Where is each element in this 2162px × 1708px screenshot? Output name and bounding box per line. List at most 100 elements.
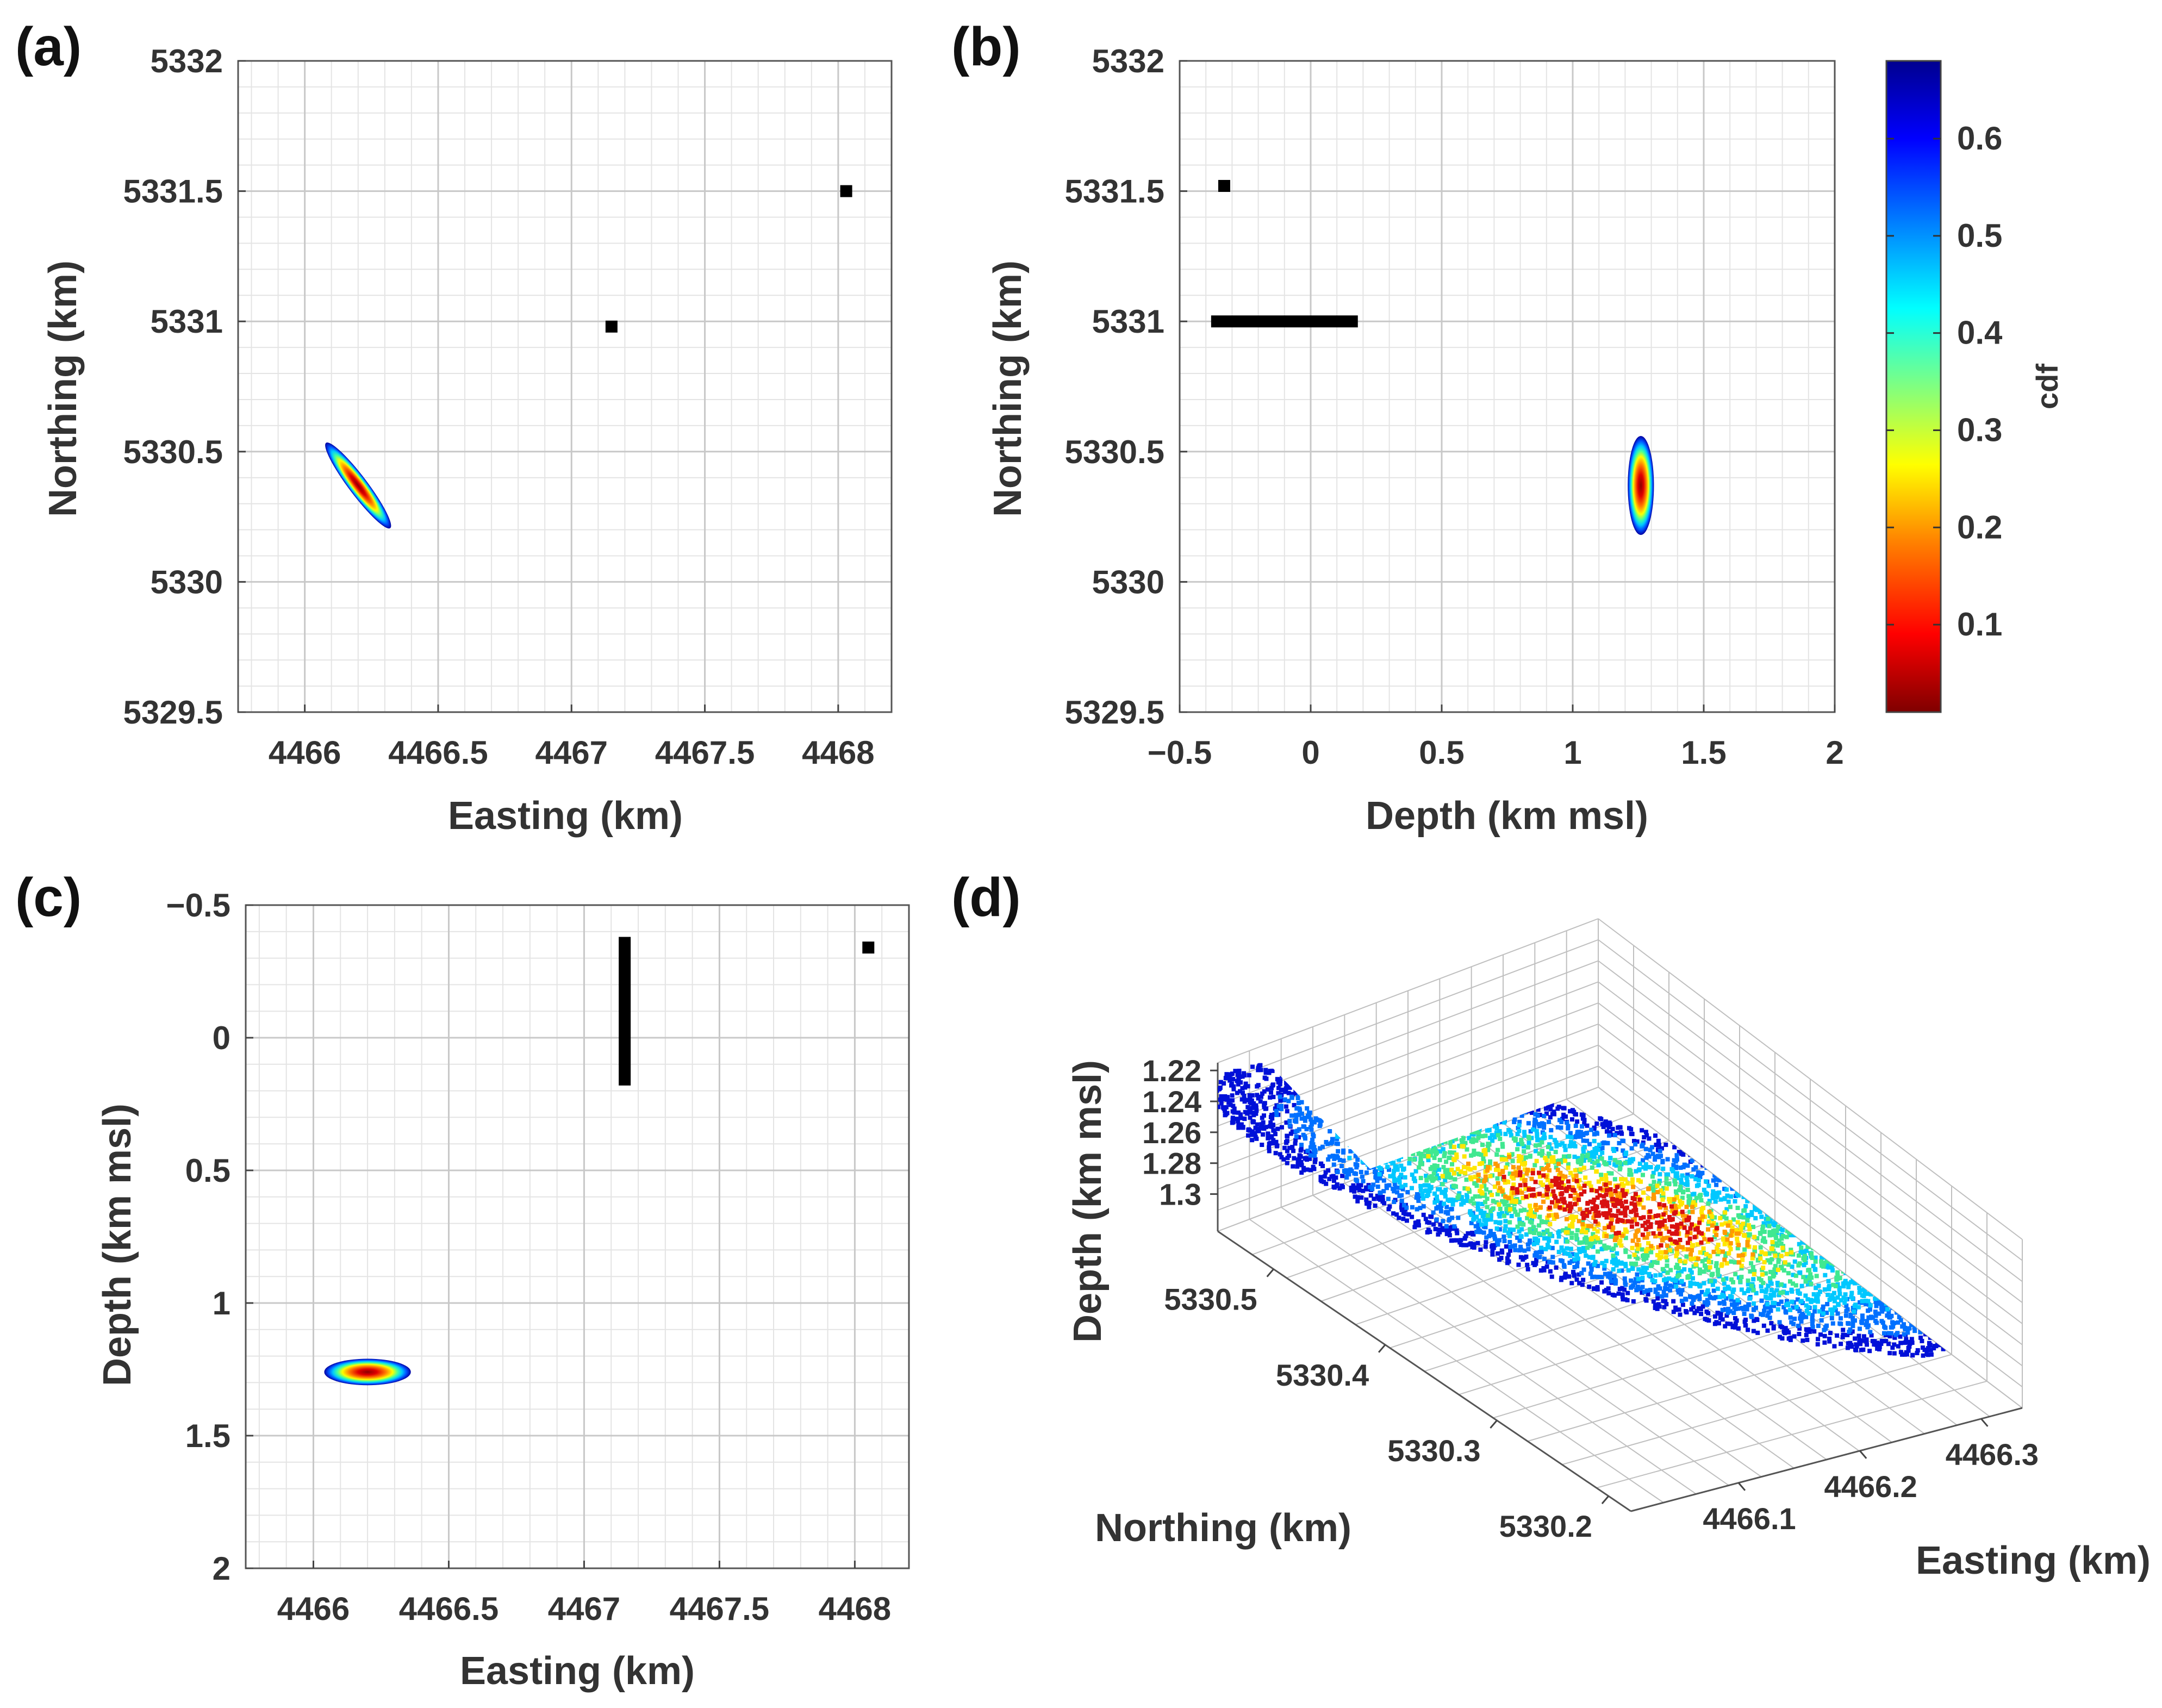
scatter-point xyxy=(1758,1231,1762,1236)
scatter-point xyxy=(1788,1336,1793,1341)
scatter-point xyxy=(1293,1113,1298,1118)
scatter-point xyxy=(1480,1134,1485,1139)
scatter-point xyxy=(1485,1213,1490,1218)
scatter-point xyxy=(1742,1247,1747,1252)
scatter-point xyxy=(1421,1196,1426,1201)
scatter-point xyxy=(1574,1252,1579,1257)
scatter-point xyxy=(1301,1132,1306,1137)
scatter-point xyxy=(1459,1169,1463,1174)
scatter-point xyxy=(1681,1164,1686,1169)
scatter-point xyxy=(1748,1269,1753,1274)
scatter-point xyxy=(1803,1293,1808,1298)
scatter-point xyxy=(1230,1071,1235,1076)
scatter-point xyxy=(1510,1174,1515,1179)
scatter-point xyxy=(1606,1286,1611,1291)
scatter-point xyxy=(1364,1197,1369,1202)
scatter-point xyxy=(1477,1194,1482,1199)
scatter-point xyxy=(1795,1297,1800,1302)
scatter-point xyxy=(1440,1174,1445,1179)
scatter-point xyxy=(1519,1248,1524,1252)
scatter-point xyxy=(1804,1275,1809,1280)
scatter-point xyxy=(1565,1246,1569,1251)
scatter-point xyxy=(1344,1175,1349,1180)
scatter-point xyxy=(1412,1157,1417,1162)
scatter-point xyxy=(1672,1145,1677,1150)
scatter-point xyxy=(1496,1133,1500,1138)
scatter-point xyxy=(1646,1152,1650,1157)
scatter-point xyxy=(1235,1079,1239,1083)
scatter-point xyxy=(1638,1179,1643,1184)
scatter-point xyxy=(1228,1076,1232,1081)
scatter-point xyxy=(1688,1280,1693,1285)
scatter-point xyxy=(1585,1154,1590,1158)
scatter-point xyxy=(1832,1344,1837,1349)
scatter-point xyxy=(1652,1189,1656,1194)
scatter-point xyxy=(1395,1167,1400,1172)
scatter-point xyxy=(1711,1178,1716,1183)
scatter-point xyxy=(1375,1179,1380,1183)
scatter-point xyxy=(1703,1292,1708,1297)
scatter-point xyxy=(1438,1200,1443,1205)
scatter-point xyxy=(1782,1283,1787,1288)
scatter-point xyxy=(1441,1147,1446,1152)
wall-grid-line xyxy=(1598,1002,2023,1324)
scatter-point xyxy=(1635,1285,1640,1289)
scatter-point xyxy=(1579,1162,1584,1167)
scatter-point xyxy=(1797,1331,1802,1336)
scatter-point xyxy=(1632,1252,1637,1257)
scatter-point xyxy=(1685,1173,1690,1177)
scatter-point xyxy=(1378,1190,1382,1195)
scatter-point xyxy=(1716,1267,1721,1272)
scatter-point xyxy=(1753,1245,1758,1250)
scatter-point xyxy=(1861,1347,1866,1352)
scatter-point xyxy=(1676,1290,1681,1295)
scatter-point xyxy=(1278,1079,1283,1083)
scatter-point xyxy=(1537,1151,1542,1156)
scatter-point xyxy=(1461,1200,1466,1205)
scatter-point xyxy=(1891,1324,1896,1329)
scatter-point xyxy=(1581,1267,1586,1272)
scatter-point xyxy=(1518,1221,1523,1226)
scatter-point xyxy=(1569,1281,1574,1286)
scatter-point xyxy=(1373,1203,1378,1208)
scatter-point xyxy=(1303,1118,1307,1123)
scatter-point xyxy=(1604,1162,1609,1167)
scatter-point xyxy=(1309,1122,1314,1127)
scatter-point xyxy=(1335,1134,1340,1139)
scatter-point xyxy=(1406,1212,1411,1217)
scatter-point xyxy=(1555,1125,1560,1130)
scatter-point xyxy=(1222,1081,1226,1086)
scatter-point xyxy=(1513,1210,1518,1214)
scatter-point xyxy=(1803,1260,1808,1265)
scatter-point xyxy=(1364,1170,1369,1175)
scatter-point xyxy=(1659,1146,1664,1151)
scatter-point xyxy=(1721,1214,1726,1219)
scatter-point xyxy=(1554,1165,1559,1170)
scatter-point xyxy=(1771,1270,1775,1275)
scatter-point xyxy=(1231,1120,1236,1125)
scatter-point xyxy=(1455,1231,1460,1236)
scatter-point xyxy=(1725,1310,1730,1315)
scatter-point xyxy=(1706,1201,1711,1206)
panel-c-xlabel: Easting (km) xyxy=(460,1649,695,1693)
scatter-point xyxy=(1569,1235,1574,1240)
scatter-point xyxy=(1469,1220,1474,1225)
scatter-point xyxy=(1301,1165,1306,1170)
scatter-point xyxy=(1592,1132,1597,1137)
scatter-point xyxy=(1804,1332,1809,1337)
scatter-point xyxy=(1250,1129,1255,1134)
scatter-point xyxy=(1468,1241,1473,1246)
scatter-point xyxy=(1320,1144,1325,1149)
scatter-point xyxy=(1316,1118,1321,1123)
scatter-point xyxy=(1845,1345,1850,1350)
scatter-point xyxy=(1890,1345,1895,1350)
scatter-point xyxy=(1585,1123,1590,1128)
scatter-point xyxy=(1679,1279,1684,1283)
scatter-point xyxy=(1469,1231,1474,1236)
scatter-point xyxy=(1312,1145,1317,1150)
scatter-point xyxy=(1660,1158,1665,1163)
scatter-point xyxy=(1762,1308,1767,1313)
scatter-point xyxy=(1612,1158,1617,1163)
scatter-point xyxy=(1629,1261,1634,1266)
scatter-point xyxy=(1497,1214,1502,1219)
